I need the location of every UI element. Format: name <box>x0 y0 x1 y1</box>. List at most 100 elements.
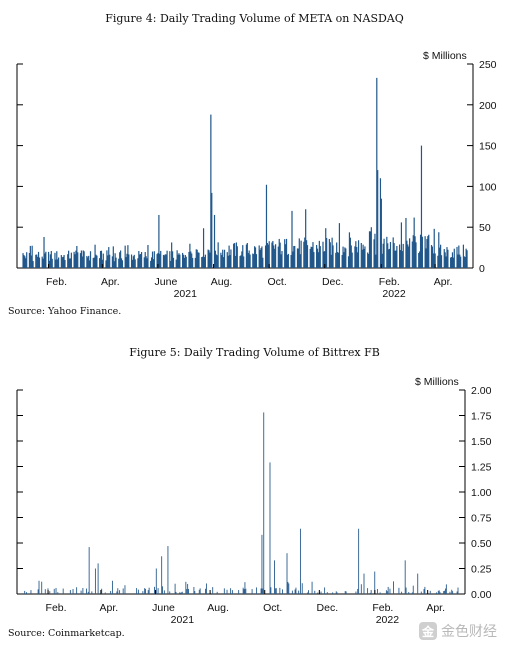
volume-bar <box>148 587 150 594</box>
x-tick-label: Apr. <box>100 602 119 614</box>
volume-bar <box>222 249 224 268</box>
volume-bar <box>111 256 113 268</box>
volume-bar <box>43 236 45 268</box>
volume-bar <box>437 255 439 268</box>
volume-bar <box>449 591 451 594</box>
volume-bar <box>144 588 146 594</box>
volume-bar <box>45 251 47 268</box>
volume-bar <box>243 589 245 594</box>
volume-bar <box>247 253 249 268</box>
volume-bar <box>53 588 55 594</box>
volume-bar <box>242 245 244 268</box>
volume-bar <box>133 254 135 268</box>
volume-bar <box>345 248 347 268</box>
volume-bar <box>82 588 84 594</box>
volume-bar <box>86 588 87 594</box>
volume-bar <box>185 581 187 594</box>
volume-bar <box>24 256 26 268</box>
volume-bar <box>76 245 78 268</box>
volume-bar <box>259 249 261 268</box>
volume-bar <box>451 252 454 268</box>
y-unit-label: $ Millions <box>415 376 459 388</box>
volume-bar <box>159 253 161 268</box>
volume-bar <box>42 258 44 268</box>
x-tick-label: Dec. <box>317 602 339 614</box>
volume-bar <box>274 560 275 594</box>
volume-bar <box>269 462 271 594</box>
volume-bar <box>398 244 401 268</box>
volume-bar <box>437 590 439 594</box>
volume-bar <box>217 242 219 268</box>
x-tick-label: Aug. <box>207 602 229 614</box>
volume-bar <box>177 254 179 268</box>
volume-bar <box>318 240 320 268</box>
volume-bar <box>87 591 89 594</box>
volume-bar <box>30 590 32 594</box>
volume-bar <box>101 588 103 594</box>
volume-bar <box>393 581 394 594</box>
volume-bar <box>180 592 182 594</box>
volume-bar <box>179 592 181 594</box>
year-label: 2022 <box>382 288 406 300</box>
volume-bar <box>171 242 173 268</box>
volume-bar <box>347 256 350 268</box>
volume-bar <box>300 240 302 268</box>
volume-bar <box>191 253 193 268</box>
volume-bar <box>31 245 33 268</box>
volume-bar <box>401 251 403 268</box>
volume-bar <box>235 242 237 268</box>
volume-bar <box>204 254 206 268</box>
volume-bar <box>305 209 307 268</box>
volume-bar <box>337 252 340 268</box>
volume-bar <box>209 252 211 268</box>
volume-bar <box>459 254 461 268</box>
volume-bar <box>96 255 98 268</box>
volume-bar <box>377 170 379 268</box>
volume-bar <box>326 592 328 594</box>
volume-bar <box>369 592 371 594</box>
volume-bar <box>417 573 419 594</box>
volume-bar <box>261 246 263 268</box>
volume-bar <box>261 534 263 594</box>
volume-bar <box>175 259 177 268</box>
volume-bar <box>274 588 276 594</box>
volume-bar <box>194 257 196 268</box>
volume-bar <box>181 591 183 594</box>
volume-bar <box>227 255 229 268</box>
volume-bar <box>304 237 306 268</box>
volume-bar <box>293 245 295 268</box>
volume-bar <box>157 252 159 268</box>
volume-bar <box>127 245 129 268</box>
volume-bar <box>169 591 171 594</box>
volume-bar <box>433 228 435 268</box>
volume-bar <box>223 257 225 268</box>
volume-bar <box>175 591 177 594</box>
volume-bar <box>230 588 232 594</box>
volume-bar <box>113 261 115 268</box>
volume-bar <box>69 590 71 594</box>
volume-bar <box>242 587 244 594</box>
volume-bar <box>357 240 360 268</box>
x-tick-label: Feb. <box>46 602 67 614</box>
volume-bar <box>409 238 411 268</box>
volume-bar <box>74 254 76 268</box>
volume-bar <box>287 581 289 594</box>
volume-bar <box>176 250 178 268</box>
volume-bar <box>260 588 262 594</box>
volume-bar <box>152 259 155 268</box>
volume-bar <box>89 260 91 268</box>
volume-bar <box>268 241 270 268</box>
volume-bar <box>336 252 339 268</box>
volume-bar <box>231 590 233 594</box>
volume-bar <box>192 257 194 268</box>
volume-bar <box>406 240 408 268</box>
volume-bar <box>271 242 273 268</box>
volume-bar <box>376 588 378 594</box>
volume-bar <box>238 590 240 594</box>
volume-bar <box>393 243 395 268</box>
volume-bar <box>308 590 309 594</box>
volume-bar <box>401 591 403 594</box>
volume-bar <box>161 556 163 594</box>
volume-bar <box>426 239 428 268</box>
volume-bar <box>147 244 149 268</box>
